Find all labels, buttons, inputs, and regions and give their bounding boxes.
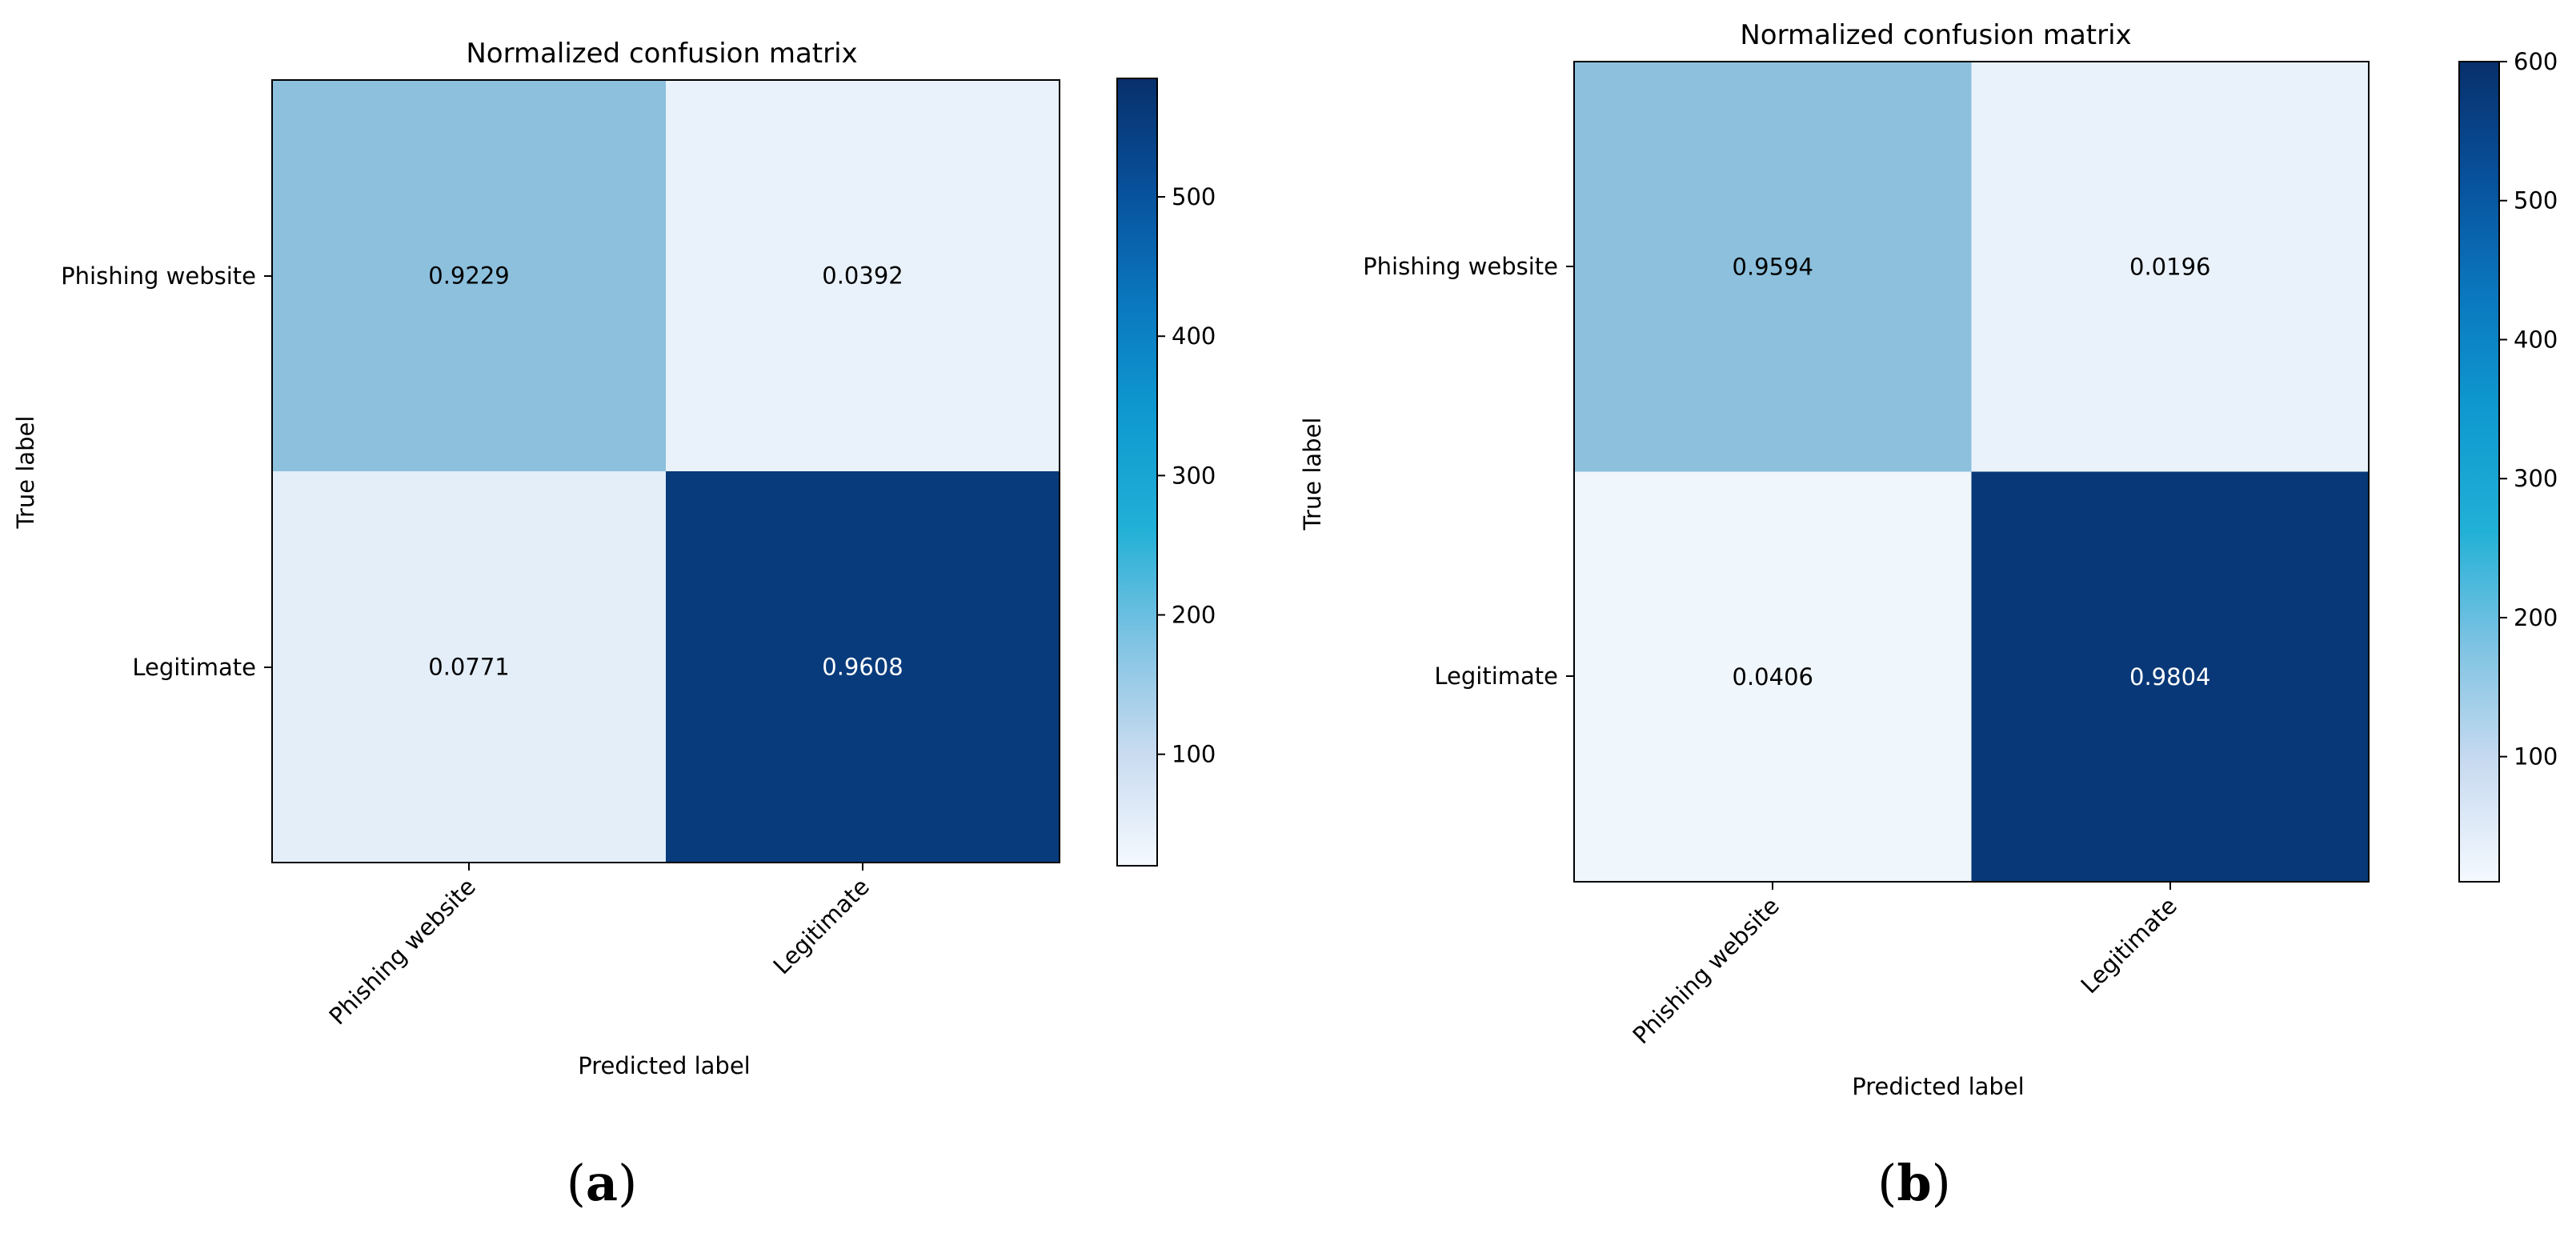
colorbar-ticks: 100 200 300 400 500 xyxy=(1157,183,1216,768)
cell-value-label: 0.9804 xyxy=(2129,663,2210,691)
matrix-frame xyxy=(271,79,1060,863)
colorbar-tick-label: 300 xyxy=(2514,465,2558,492)
colorbar-tick-label: 400 xyxy=(2514,326,2558,353)
cell-value-label: 0.0406 xyxy=(1733,663,1813,691)
colorbar-tick-label: 400 xyxy=(1172,322,1216,350)
colorbar-tick-label: 600 xyxy=(2514,48,2558,75)
matrix-frame xyxy=(1573,61,2370,883)
cell-value-label: 0.0771 xyxy=(428,654,509,681)
y-tick-label: Phishing website xyxy=(61,262,256,290)
colorbar-tick-label: 200 xyxy=(1172,602,1216,629)
panel-label: (a) xyxy=(567,1154,638,1212)
matrix-cell xyxy=(1971,62,2369,472)
y-tick-label: Legitimate xyxy=(132,654,256,681)
cell-value-label: 0.9229 xyxy=(428,262,509,290)
colorbar-ticks: 100 200 300 400 500 600 xyxy=(2499,48,2558,771)
matrix-cell xyxy=(1574,62,1972,472)
colorbar-tick-label: 500 xyxy=(1172,183,1216,210)
x-axis-label: Predicted label xyxy=(1852,1073,2025,1100)
chart-title: Normalized confusion matrix xyxy=(1740,19,2131,51)
colorbar xyxy=(1116,78,1158,867)
x-tick-label: Legitimate xyxy=(2076,892,2182,999)
matrix-cell xyxy=(272,80,666,471)
y-axis-label: True label xyxy=(1299,418,1326,531)
confusion-matrix-panel-a: Normalized confusion matrix 0.9229 0.0392… xyxy=(12,38,1216,1212)
colorbar-tick-label: 200 xyxy=(2514,604,2558,631)
matrix-cell xyxy=(666,80,1060,471)
cell-value-label: 0.0392 xyxy=(822,262,903,290)
matrix-cell xyxy=(1971,471,2369,882)
x-tick-label: Phishing website xyxy=(323,873,480,1030)
colorbar-tick-label: 100 xyxy=(1172,741,1216,768)
colorbar xyxy=(2458,61,2500,883)
chart-title: Normalized confusion matrix xyxy=(466,38,857,70)
cell-value-label: 0.0196 xyxy=(2129,253,2210,280)
colorbar-tick-label: 300 xyxy=(1172,462,1216,489)
x-tick-label: Phishing website xyxy=(1627,892,1784,1049)
matrix-cells: 0.9594 0.0196 0.0406 0.9804 xyxy=(1574,62,2369,882)
colorbar-tick-label: 100 xyxy=(2514,743,2558,771)
y-axis-label: True label xyxy=(12,416,39,530)
matrix-cell xyxy=(272,471,666,863)
matrix-cell xyxy=(666,471,1060,863)
y-tick-label: Legitimate xyxy=(1434,663,1558,690)
cell-value-label: 0.9608 xyxy=(822,654,903,681)
panel-label: (b) xyxy=(1877,1154,1951,1212)
y-tick-label: Phishing website xyxy=(1363,253,1558,280)
confusion-matrix-panel-b: Normalized confusion matrix 0.9594 0.0196… xyxy=(1299,19,2558,1212)
cell-value-label: 0.9594 xyxy=(1733,253,1813,280)
matrix-cells: 0.9229 0.0392 0.0771 0.9608 xyxy=(272,80,1060,863)
x-axis-label: Predicted label xyxy=(578,1052,751,1079)
x-tick-label: Legitimate xyxy=(768,873,875,979)
matrix-cell xyxy=(1574,471,1972,882)
colorbar-tick-label: 500 xyxy=(2514,187,2558,214)
